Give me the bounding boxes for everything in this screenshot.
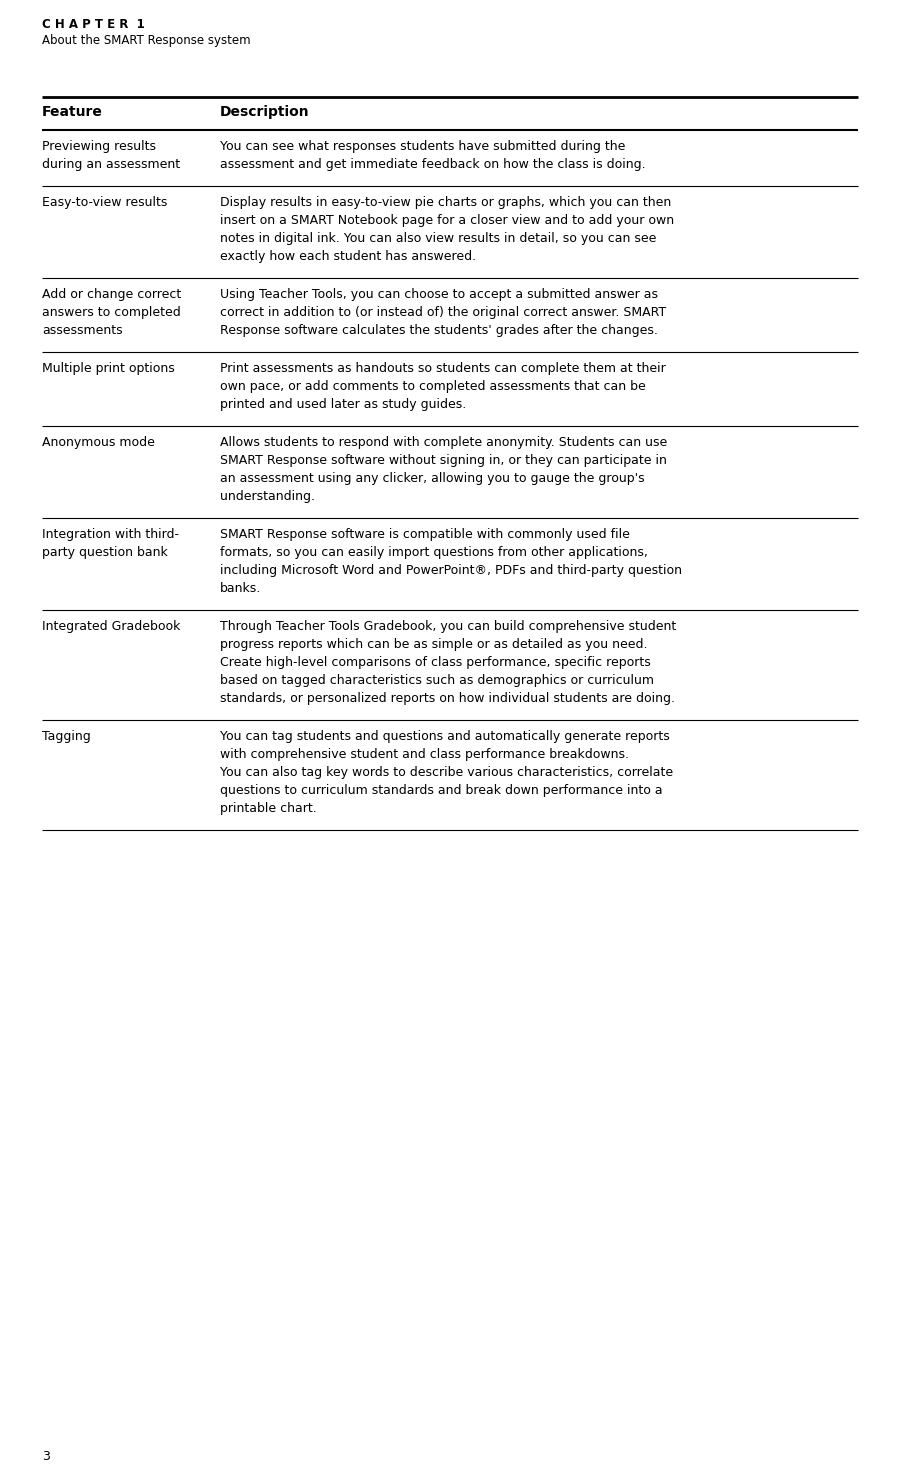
Text: assessments: assessments — [42, 324, 122, 336]
Text: standards, or personalized reports on how individual students are doing.: standards, or personalized reports on ho… — [220, 692, 675, 705]
Text: C H A P T E R  1: C H A P T E R 1 — [42, 18, 145, 31]
Text: Print assessments as handouts so students can complete them at their: Print assessments as handouts so student… — [220, 361, 666, 375]
Text: insert on a SMART Notebook page for a closer view and to add your own: insert on a SMART Notebook page for a cl… — [220, 214, 674, 227]
Text: You can see what responses students have submitted during the: You can see what responses students have… — [220, 140, 626, 153]
Text: party question bank: party question bank — [42, 546, 167, 559]
Text: own pace, or add comments to completed assessments that can be: own pace, or add comments to completed a… — [220, 381, 646, 392]
Text: You can tag students and questions and automatically generate reports: You can tag students and questions and a… — [220, 730, 670, 743]
Text: formats, so you can easily import questions from other applications,: formats, so you can easily import questi… — [220, 546, 648, 559]
Text: Anonymous mode: Anonymous mode — [42, 437, 155, 448]
Text: correct in addition to (or instead of) the original correct answer. SMART: correct in addition to (or instead of) t… — [220, 305, 666, 319]
Text: SMART Response software without signing in, or they can participate in: SMART Response software without signing … — [220, 454, 667, 468]
Text: Easy-to-view results: Easy-to-view results — [42, 196, 167, 209]
Text: printable chart.: printable chart. — [220, 802, 317, 816]
Text: Description: Description — [220, 105, 310, 119]
Text: Through Teacher Tools Gradebook, you can build comprehensive student: Through Teacher Tools Gradebook, you can… — [220, 620, 676, 633]
Text: Integration with third-: Integration with third- — [42, 528, 179, 541]
Text: Multiple print options: Multiple print options — [42, 361, 175, 375]
Text: notes in digital ink. You can also view results in detail, so you can see: notes in digital ink. You can also view … — [220, 232, 656, 245]
Text: Previewing results: Previewing results — [42, 140, 156, 153]
Text: Feature: Feature — [42, 105, 103, 119]
Text: understanding.: understanding. — [220, 490, 315, 503]
Text: with comprehensive student and class performance breakdowns.: with comprehensive student and class per… — [220, 748, 629, 761]
Text: assessment and get immediate feedback on how the class is doing.: assessment and get immediate feedback on… — [220, 158, 645, 171]
Text: printed and used later as study guides.: printed and used later as study guides. — [220, 398, 466, 412]
Text: questions to curriculum standards and break down performance into a: questions to curriculum standards and br… — [220, 785, 662, 796]
Text: progress reports which can be as simple or as detailed as you need.: progress reports which can be as simple … — [220, 639, 647, 650]
Text: including Microsoft Word and PowerPoint®, PDFs and third-party question: including Microsoft Word and PowerPoint®… — [220, 563, 682, 577]
Text: Response software calculates the students' grades after the changes.: Response software calculates the student… — [220, 324, 658, 336]
Text: banks.: banks. — [220, 583, 261, 594]
Text: an assessment using any clicker, allowing you to gauge the group's: an assessment using any clicker, allowin… — [220, 472, 644, 485]
Text: Using Teacher Tools, you can choose to accept a submitted answer as: Using Teacher Tools, you can choose to a… — [220, 288, 658, 301]
Text: during an assessment: during an assessment — [42, 158, 180, 171]
Text: Allows students to respond with complete anonymity. Students can use: Allows students to respond with complete… — [220, 437, 667, 448]
Text: exactly how each student has answered.: exactly how each student has answered. — [220, 249, 476, 263]
Text: SMART Response software is compatible with commonly used file: SMART Response software is compatible wi… — [220, 528, 630, 541]
Text: Tagging: Tagging — [42, 730, 91, 743]
Text: Display results in easy-to-view pie charts or graphs, which you can then: Display results in easy-to-view pie char… — [220, 196, 671, 209]
Text: Create high-level comparisons of class performance, specific reports: Create high-level comparisons of class p… — [220, 656, 651, 670]
Text: 3: 3 — [42, 1450, 50, 1463]
Text: based on tagged characteristics such as demographics or curriculum: based on tagged characteristics such as … — [220, 674, 654, 687]
Text: answers to completed: answers to completed — [42, 305, 181, 319]
Text: Integrated Gradebook: Integrated Gradebook — [42, 620, 180, 633]
Text: You can also tag key words to describe various characteristics, correlate: You can also tag key words to describe v… — [220, 766, 673, 779]
Text: About the SMART Response system: About the SMART Response system — [42, 34, 250, 47]
Text: Add or change correct: Add or change correct — [42, 288, 181, 301]
